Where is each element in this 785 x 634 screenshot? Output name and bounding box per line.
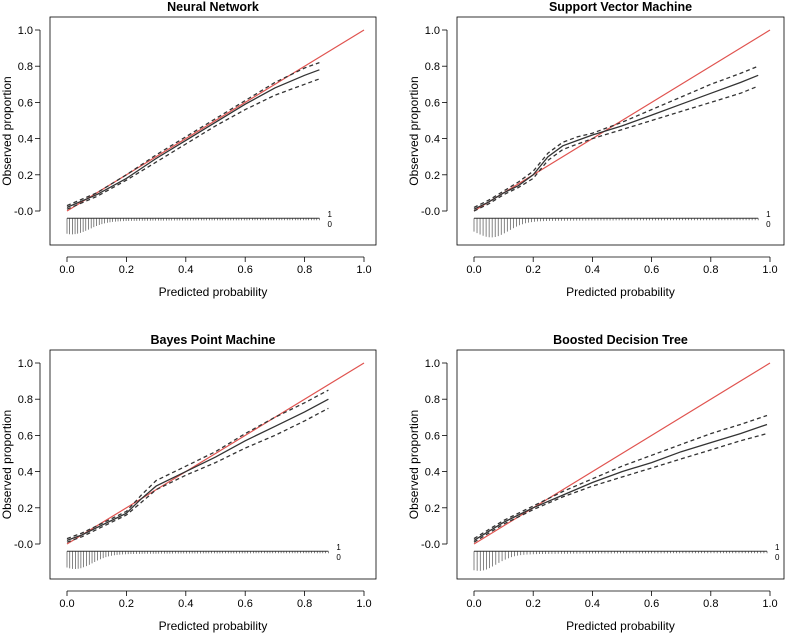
series-upper-bound bbox=[66, 61, 320, 207]
series-calibration bbox=[66, 398, 329, 542]
rug-label-1: 1 bbox=[336, 543, 341, 552]
x-tick-label: 0.6 bbox=[644, 598, 659, 610]
plot-frame bbox=[49, 16, 377, 246]
y-tick-label: 0.6 bbox=[425, 97, 440, 109]
x-tick-label: 1.0 bbox=[356, 598, 371, 610]
y-tick-label: 0.2 bbox=[18, 503, 33, 515]
x-axis-label: Predicted probability bbox=[566, 285, 675, 299]
series-calibration bbox=[473, 423, 768, 541]
x-tick-label: 0.4 bbox=[585, 264, 600, 276]
y-tick-label: -0.0 bbox=[14, 206, 33, 218]
rug-label-1: 1 bbox=[327, 210, 332, 219]
series-ideal bbox=[66, 29, 365, 212]
y-tick-label: 0.8 bbox=[425, 394, 440, 406]
rug-label-0: 0 bbox=[327, 220, 332, 229]
x-axis-label: Predicted probability bbox=[159, 285, 268, 299]
chart-panel-2: Support Vector Machine 0.0 0.2 0.4 0.6 0.8 1.0… bbox=[407, 0, 785, 299]
chart-title: Bayes Point Machine bbox=[150, 333, 275, 347]
series-lower-bound bbox=[473, 432, 768, 543]
rug-label-0: 0 bbox=[336, 553, 341, 562]
x-axis-label: Predicted probability bbox=[566, 619, 675, 633]
chart-title: Boosted Decision Tree bbox=[553, 333, 688, 347]
y-tick-label: 0.6 bbox=[425, 430, 440, 442]
y-tick-label: -0.0 bbox=[421, 539, 440, 551]
y-tick-label: 0.8 bbox=[425, 61, 440, 73]
x-tick-label: 0.8 bbox=[297, 264, 312, 276]
x-tick-label: 0.6 bbox=[644, 264, 659, 276]
rug-spikes bbox=[473, 218, 759, 238]
y-tick-label: 0.4 bbox=[425, 467, 440, 479]
x-tick-label: 0.0 bbox=[466, 598, 481, 610]
x-tick-label: 0.8 bbox=[703, 598, 718, 610]
y-tick-label: 0.2 bbox=[425, 170, 440, 182]
series-lower-bound bbox=[66, 78, 320, 210]
y-tick-label: 0.6 bbox=[18, 430, 33, 442]
x-tick-label: 0.8 bbox=[297, 598, 312, 610]
y-tick-label: 1.0 bbox=[425, 358, 440, 370]
x-tick-label: 0.2 bbox=[526, 598, 541, 610]
x-tick-label: 0.2 bbox=[119, 598, 134, 610]
y-tick-label: 0.8 bbox=[18, 61, 33, 73]
y-axis-label: Observed proportion bbox=[0, 76, 14, 185]
x-tick-label: 0.0 bbox=[59, 264, 74, 276]
y-tick-label: 0.2 bbox=[18, 170, 33, 182]
rug-spikes bbox=[66, 218, 320, 235]
rug-label-1: 1 bbox=[766, 210, 771, 219]
rug-spikes bbox=[473, 551, 768, 571]
x-tick-label: 0.2 bbox=[119, 264, 134, 276]
y-tick-label: 0.4 bbox=[18, 134, 33, 146]
y-tick-label: 0.6 bbox=[18, 97, 33, 109]
series-upper-bound bbox=[473, 414, 768, 540]
rug-label-1: 1 bbox=[775, 543, 780, 552]
rug-label-0: 0 bbox=[775, 553, 780, 562]
series-upper-bound bbox=[473, 65, 759, 208]
y-axis-label: Observed proportion bbox=[407, 410, 421, 519]
x-tick-label: 1.0 bbox=[762, 264, 777, 276]
x-tick-label: 0.0 bbox=[466, 264, 481, 276]
y-tick-label: 1.0 bbox=[18, 25, 33, 37]
y-tick-label: 1.0 bbox=[425, 25, 440, 37]
chart-title: Neural Network bbox=[167, 0, 259, 14]
y-tick-label: -0.0 bbox=[14, 539, 33, 551]
x-tick-label: 1.0 bbox=[356, 264, 371, 276]
y-axis-label: Observed proportion bbox=[407, 76, 421, 185]
chart-panel-4: Boosted Decision Tree 0.0 0.2 0.4 0.6 0.8 1.0 -… bbox=[407, 333, 785, 633]
x-tick-label: 0.4 bbox=[585, 598, 600, 610]
series-calibration bbox=[473, 74, 759, 210]
series-lower-bound bbox=[66, 407, 329, 543]
x-tick-label: 0.4 bbox=[178, 598, 193, 610]
plot-frame bbox=[49, 349, 377, 580]
y-axis-label: Observed proportion bbox=[0, 410, 14, 519]
y-tick-label: 0.2 bbox=[425, 503, 440, 515]
plot-frame bbox=[456, 349, 785, 580]
x-tick-label: 0.6 bbox=[238, 598, 253, 610]
chart-panel-1: Neural Network 0.0 0.2 0.4 0.6 0.8 1.0 -0.0 0.2 0… bbox=[0, 0, 377, 299]
rug-spikes bbox=[66, 551, 329, 569]
x-tick-label: 0.8 bbox=[703, 264, 718, 276]
series-lower-bound bbox=[473, 85, 759, 212]
series-upper-bound bbox=[66, 389, 329, 540]
x-tick-label: 1.0 bbox=[762, 598, 777, 610]
chart-title: Support Vector Machine bbox=[549, 0, 692, 14]
x-tick-label: 0.6 bbox=[238, 264, 253, 276]
y-tick-label: 0.4 bbox=[18, 467, 33, 479]
y-tick-label: 0.8 bbox=[18, 394, 33, 406]
y-tick-label: 0.4 bbox=[425, 134, 440, 146]
x-tick-label: 0.0 bbox=[59, 598, 74, 610]
series-calibration bbox=[66, 69, 320, 208]
x-tick-label: 0.2 bbox=[526, 264, 541, 276]
series-ideal bbox=[66, 362, 365, 545]
rug-label-0: 0 bbox=[766, 220, 771, 229]
y-tick-label: 1.0 bbox=[18, 358, 33, 370]
x-axis-label: Predicted probability bbox=[159, 619, 268, 633]
plot-frame bbox=[456, 16, 785, 246]
x-tick-label: 0.4 bbox=[178, 264, 193, 276]
chart-panel-3: Bayes Point Machine 0.0 0.2 0.4 0.6 0.8 1.0 -0.… bbox=[0, 333, 377, 633]
y-tick-label: -0.0 bbox=[421, 206, 440, 218]
series-ideal bbox=[473, 29, 771, 212]
